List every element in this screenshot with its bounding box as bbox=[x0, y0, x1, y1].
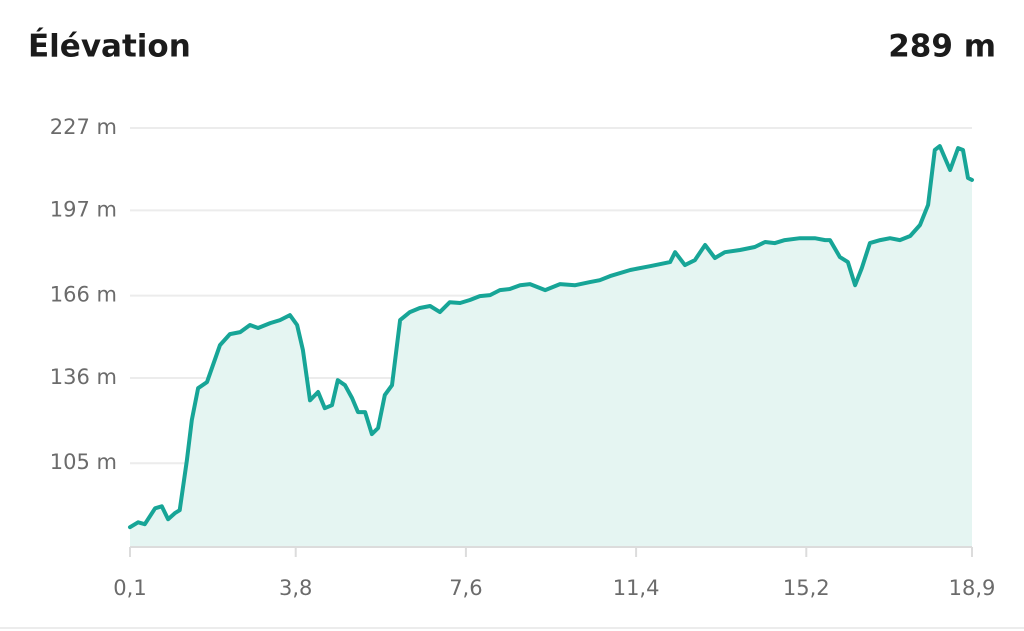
line bbox=[128, 144, 974, 530]
y-tick-label: 197 m bbox=[50, 197, 117, 221]
x-tick-label: 18,9 bbox=[949, 576, 996, 600]
x-tick-label: 7,6 bbox=[449, 576, 482, 600]
y-tick-label: 166 m bbox=[50, 283, 117, 307]
x-tick-label: 3,8 bbox=[279, 576, 312, 600]
x-tick-label: 0,1 bbox=[113, 576, 146, 600]
chart-title: Élévation bbox=[28, 29, 191, 65]
y-tick-label: 136 m bbox=[50, 365, 117, 389]
header-value: 289 m bbox=[888, 29, 996, 65]
x-tick-label: 11,4 bbox=[613, 576, 660, 600]
y-tick-label: 227 m bbox=[50, 115, 117, 139]
y-tick-label: 105 m bbox=[50, 450, 117, 474]
x-tick-label: 15,2 bbox=[783, 576, 830, 600]
area bbox=[130, 146, 972, 547]
